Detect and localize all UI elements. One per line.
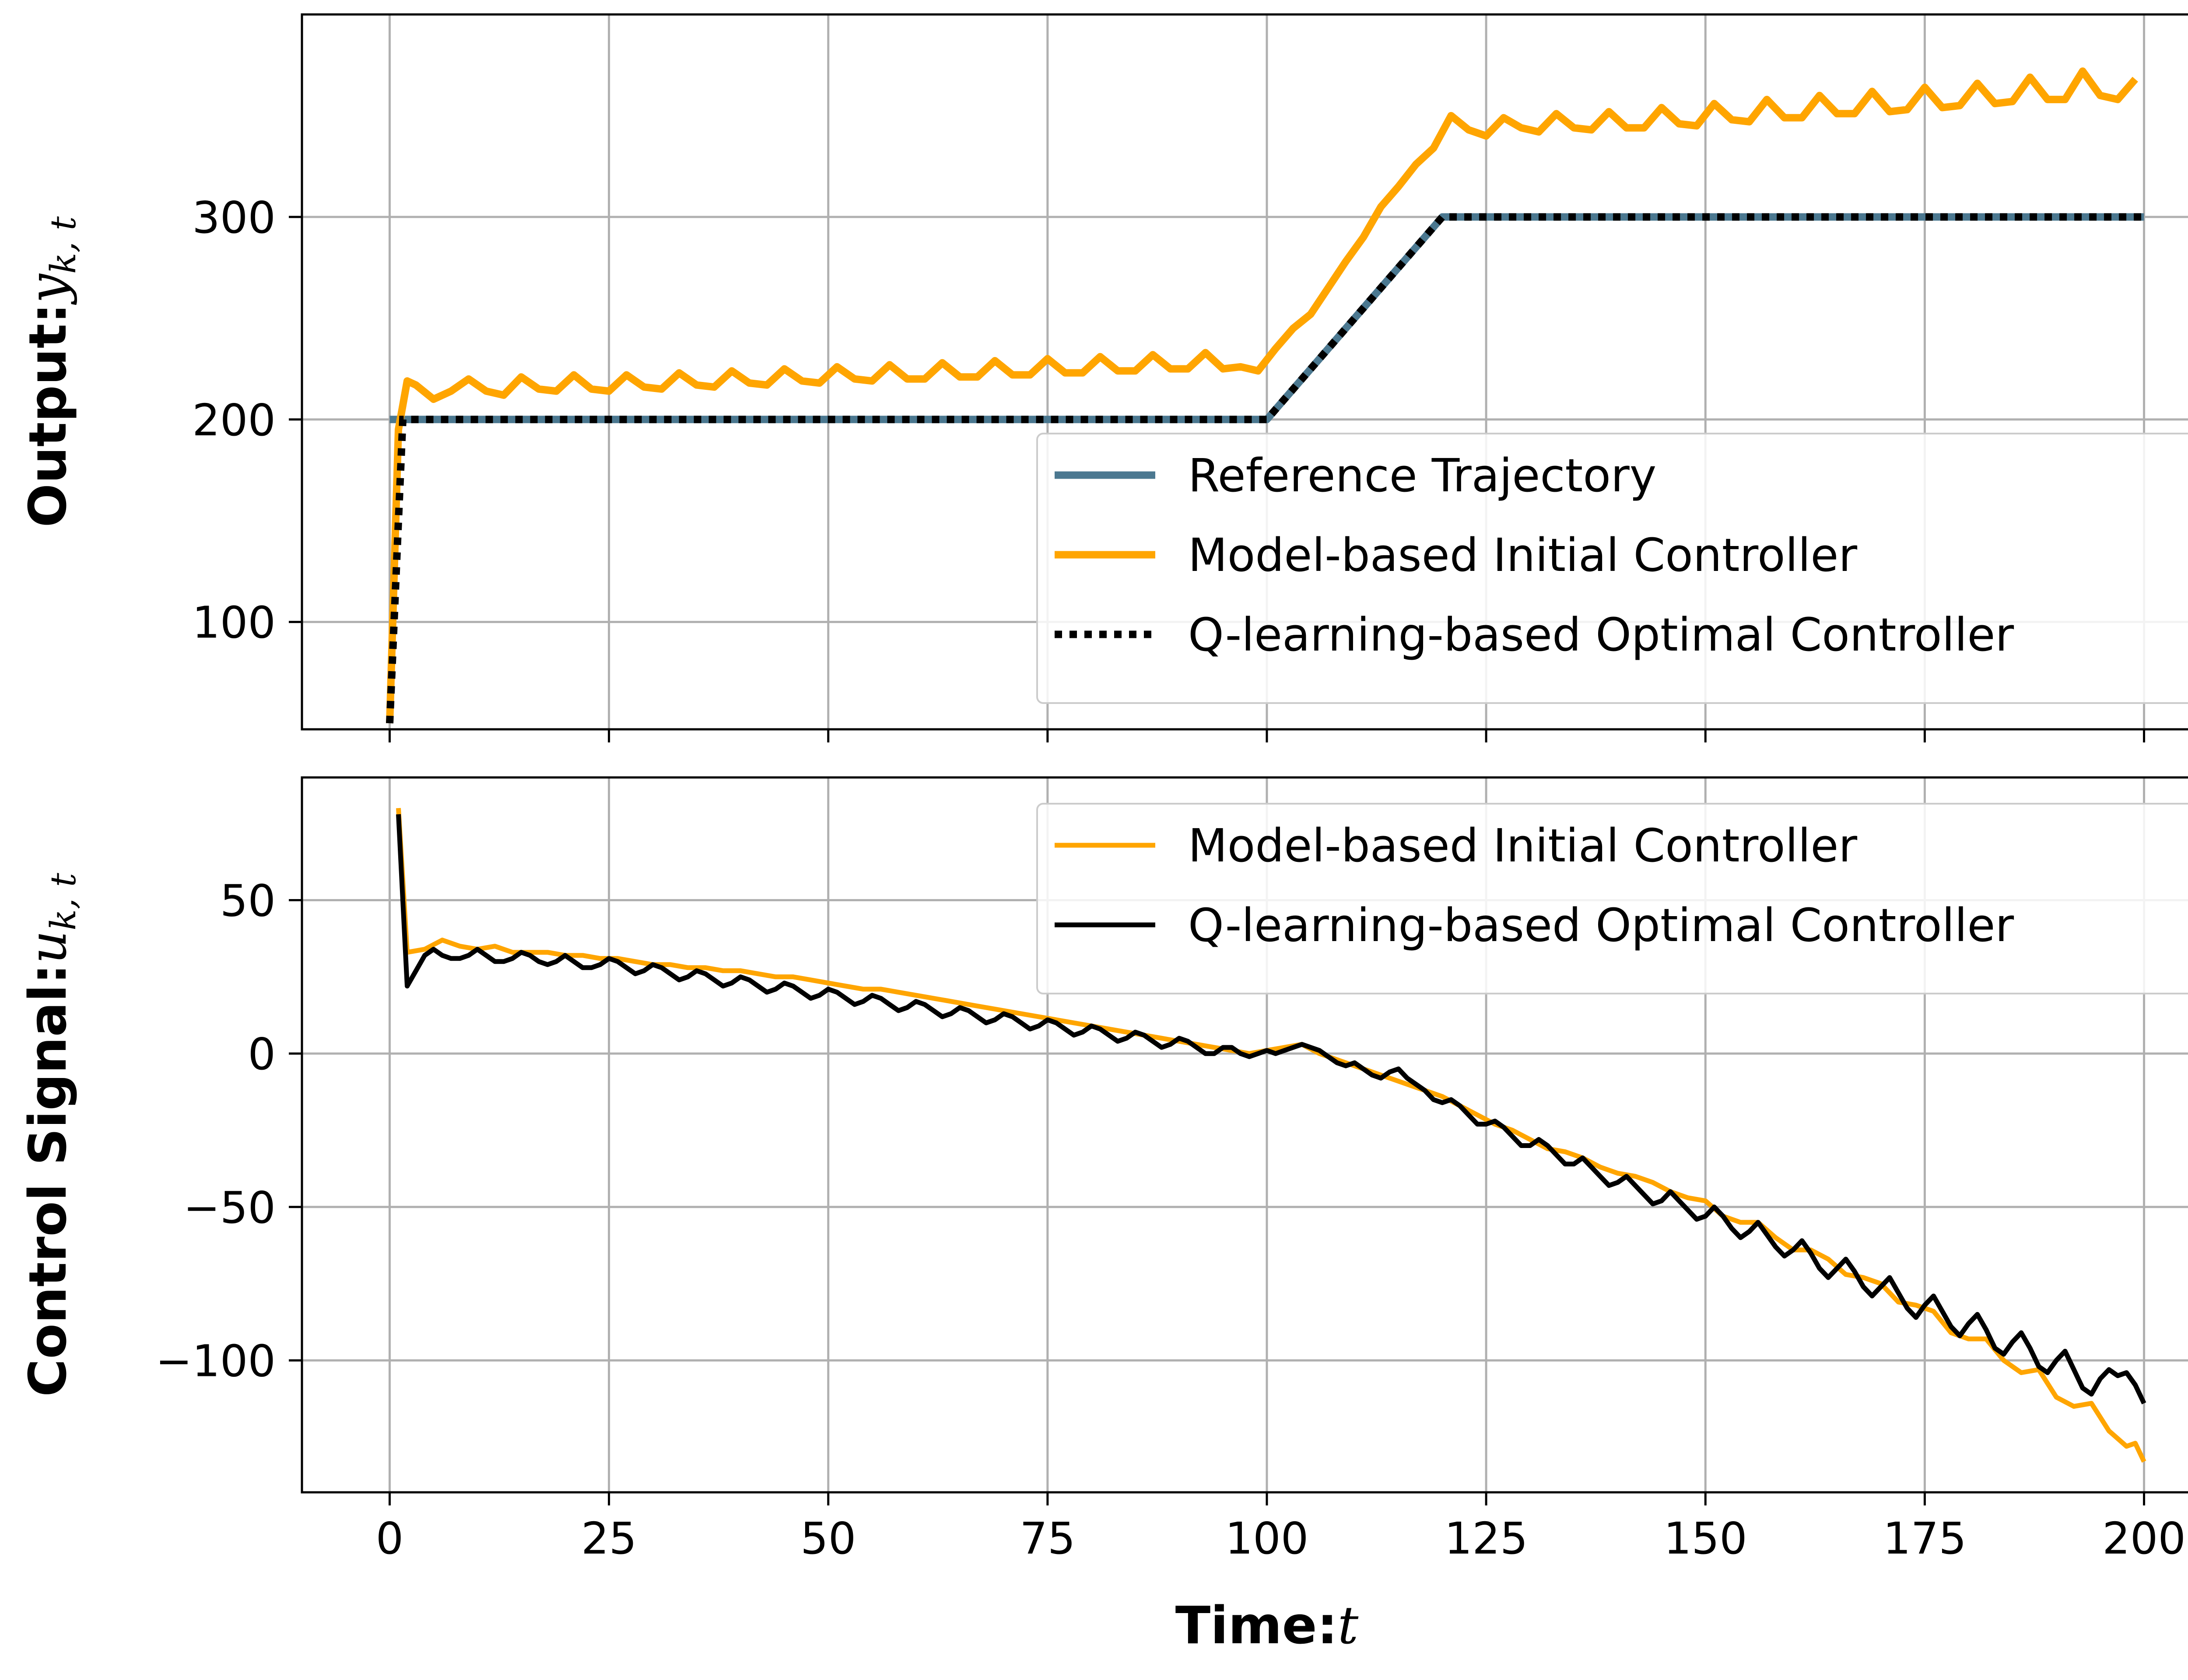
control-y-tick-label: 50 [220, 875, 276, 927]
output-y-axis-label: Output:yk, t [18, 216, 84, 528]
time-x-axis-label: Time:t [1175, 1595, 1359, 1656]
control-legend-box [1036, 803, 2188, 994]
control-y-axis-label-text: Control Signal: [18, 964, 78, 1397]
x-tick-label: 200 [2102, 1513, 2186, 1564]
control-x-ticks: 0 25 50 75 100 125 150 175 200 [376, 1492, 2186, 1564]
output-y-axis-label-text: Output: [18, 303, 78, 528]
control-y-tick-label: 0 [248, 1029, 276, 1080]
output-y-ticks: 100 200 300 [192, 192, 302, 648]
output-legend-label: Model-based Initial Controller [1188, 528, 1857, 582]
x-tick-label: 75 [1020, 1513, 1075, 1564]
output-plot-frame [301, 13, 2188, 731]
output-y-tick-label: 200 [192, 395, 276, 446]
output-legend: Reference Trajectory Model-based Initial … [1036, 433, 2188, 704]
output-y-axis-label-symbol: y [18, 273, 78, 305]
time-x-axis-label-text: Time: [1175, 1595, 1338, 1656]
x-tick-label: 100 [1225, 1513, 1309, 1564]
output-subplot: 100 200 300 Output:yk, t Reference Traject… [18, 13, 2188, 742]
control-plot-frame [301, 776, 2188, 1494]
output-legend-box [1036, 433, 2188, 704]
control-y-axis-label: Control Signal:uk, t [18, 872, 84, 1396]
control-y-tick-label: −50 [183, 1182, 276, 1233]
output-y-tick-label: 300 [192, 192, 276, 243]
x-tick-label: 175 [1883, 1513, 1967, 1564]
x-tick-label: 25 [581, 1513, 637, 1564]
x-tick-label: 125 [1445, 1513, 1528, 1564]
control-legend: Model-based Initial Controller Q-learning… [1036, 803, 2188, 994]
output-y-tick-label: 100 [192, 597, 276, 648]
control-legend-label: Model-based Initial Controller [1188, 819, 1857, 872]
output-legend-label: Reference Trajectory [1188, 449, 1656, 502]
control-legend-label: Q-learning-based Optimal Controller [1188, 899, 2014, 952]
time-x-axis-label-symbol: t [1338, 1595, 1359, 1656]
output-y-axis-label-subscript: k, t [43, 216, 84, 274]
control-y-axis-label-symbol: u [18, 931, 78, 964]
output-legend-label: Q-learning-based Optimal Controller [1188, 608, 2014, 662]
output-x-ticks [388, 729, 2146, 742]
output-series-2-line [386, 213, 2144, 724]
control-series-1-line [396, 814, 2146, 1404]
control-y-ticks: −100 −50 0 50 [155, 875, 302, 1386]
control-signal-subplot: −100 −50 0 50 0 25 50 75 100 125 150 175 200 Contro… [18, 776, 2188, 1656]
x-tick-label: 50 [800, 1513, 856, 1564]
output-series-1-line [386, 67, 2138, 724]
control-grid [302, 777, 2188, 1492]
control-y-tick-label: −100 [155, 1335, 276, 1386]
output-series-group [386, 67, 2144, 724]
control-series-group [396, 808, 2146, 1463]
control-y-axis-label-subscript: k, t [43, 872, 84, 930]
control-series-0-line [396, 808, 2146, 1463]
x-tick-label: 0 [376, 1513, 404, 1564]
x-tick-label: 150 [1664, 1513, 1747, 1564]
